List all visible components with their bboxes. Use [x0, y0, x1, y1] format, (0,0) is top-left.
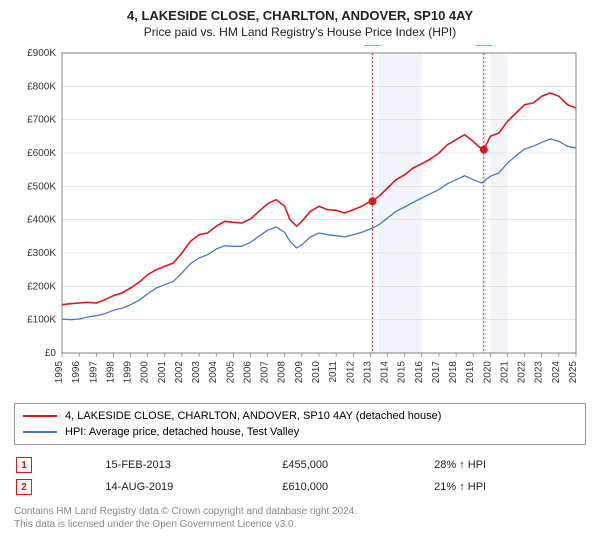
svg-text:1996: 1996 — [71, 361, 82, 384]
svg-text:2010: 2010 — [311, 361, 322, 384]
svg-text:2003: 2003 — [191, 361, 202, 384]
event-row-1: 1 15-FEB-2013 £455,000 28% ↑ HPI — [16, 455, 584, 475]
events-table: 1 15-FEB-2013 £455,000 28% ↑ HPI 2 14-AU… — [14, 453, 586, 499]
legend-row-1: 4, LAKESIDE CLOSE, CHARLTON, ANDOVER, SP… — [23, 408, 577, 424]
svg-text:£0: £0 — [45, 348, 57, 359]
svg-text:£100K: £100K — [27, 315, 56, 326]
svg-text:2022: 2022 — [517, 361, 528, 384]
svg-text:1995: 1995 — [54, 361, 65, 384]
chart-subtitle: Price paid vs. HM Land Registry's House … — [14, 25, 586, 39]
svg-text:2023: 2023 — [534, 361, 545, 384]
event-price-1: £455,000 — [282, 455, 432, 475]
svg-text:2008: 2008 — [277, 361, 288, 384]
svg-text:2024: 2024 — [551, 361, 562, 384]
svg-text:£900K: £900K — [27, 48, 56, 59]
footer-line-2: This data is licensed under the Open Gov… — [14, 518, 586, 531]
svg-text:2014: 2014 — [380, 361, 391, 384]
svg-text:2020: 2020 — [482, 361, 493, 384]
svg-text:2007: 2007 — [260, 361, 271, 384]
event-price-2: £610,000 — [282, 477, 432, 497]
svg-text:£300K: £300K — [27, 248, 56, 259]
event-date-1: 15-FEB-2013 — [105, 455, 280, 475]
footer-line-1: Contains HM Land Registry data © Crown c… — [14, 505, 586, 518]
svg-text:1998: 1998 — [105, 361, 116, 384]
legend-label-1: 4, LAKESIDE CLOSE, CHARLTON, ANDOVER, SP… — [65, 410, 441, 422]
svg-text:2004: 2004 — [208, 361, 219, 384]
legend-swatch-2 — [23, 431, 57, 433]
svg-text:2005: 2005 — [225, 361, 236, 384]
svg-text:£500K: £500K — [27, 181, 56, 192]
event-row-2: 2 14-AUG-2019 £610,000 21% ↑ HPI — [16, 477, 584, 497]
legend-box: 4, LAKESIDE CLOSE, CHARLTON, ANDOVER, SP… — [14, 403, 586, 445]
svg-text:2012: 2012 — [345, 361, 356, 384]
svg-text:£800K: £800K — [27, 81, 56, 92]
svg-text:2016: 2016 — [414, 361, 425, 384]
svg-text:2011: 2011 — [328, 361, 339, 383]
event-marker-2: 2 — [16, 479, 32, 495]
svg-text:2000: 2000 — [140, 361, 151, 384]
event-marker-1: 1 — [16, 457, 32, 473]
event-delta-2: 21% ↑ HPI — [434, 477, 584, 497]
svg-text:2017: 2017 — [431, 361, 442, 384]
event-date-2: 14-AUG-2019 — [105, 477, 280, 497]
svg-text:£200K: £200K — [27, 281, 56, 292]
svg-text:£600K: £600K — [27, 148, 56, 159]
svg-text:2019: 2019 — [465, 361, 476, 384]
svg-text:2025: 2025 — [568, 361, 579, 384]
legend-row-2: HPI: Average price, detached house, Test… — [23, 424, 577, 440]
chart-svg: £0 £100K £200K £300K £400K £500K £600K £700K £80… — [14, 45, 586, 395]
svg-text:£400K: £400K — [27, 215, 56, 226]
svg-text:1999: 1999 — [123, 361, 134, 384]
footer-text: Contains HM Land Registry data © Crown c… — [14, 505, 586, 531]
svg-text:1997: 1997 — [88, 361, 99, 384]
svg-text:2006: 2006 — [242, 361, 253, 384]
legend-swatch-1 — [23, 415, 57, 417]
svg-text:2015: 2015 — [397, 361, 408, 384]
legend-label-2: HPI: Average price, detached house, Test… — [65, 426, 299, 438]
svg-text:2021: 2021 — [499, 361, 510, 384]
svg-text:2013: 2013 — [362, 361, 373, 384]
chart-area: £0 £100K £200K £300K £400K £500K £600K £700K £80… — [14, 45, 586, 395]
svg-text:2009: 2009 — [294, 361, 305, 384]
svg-text:2018: 2018 — [448, 361, 459, 384]
svg-text:2001: 2001 — [157, 361, 168, 384]
chart-title: 4, LAKESIDE CLOSE, CHARLTON, ANDOVER, SP… — [14, 8, 586, 23]
svg-text:2002: 2002 — [174, 361, 185, 384]
event-delta-1: 28% ↑ HPI — [434, 455, 584, 475]
svg-text:£700K: £700K — [27, 115, 56, 126]
